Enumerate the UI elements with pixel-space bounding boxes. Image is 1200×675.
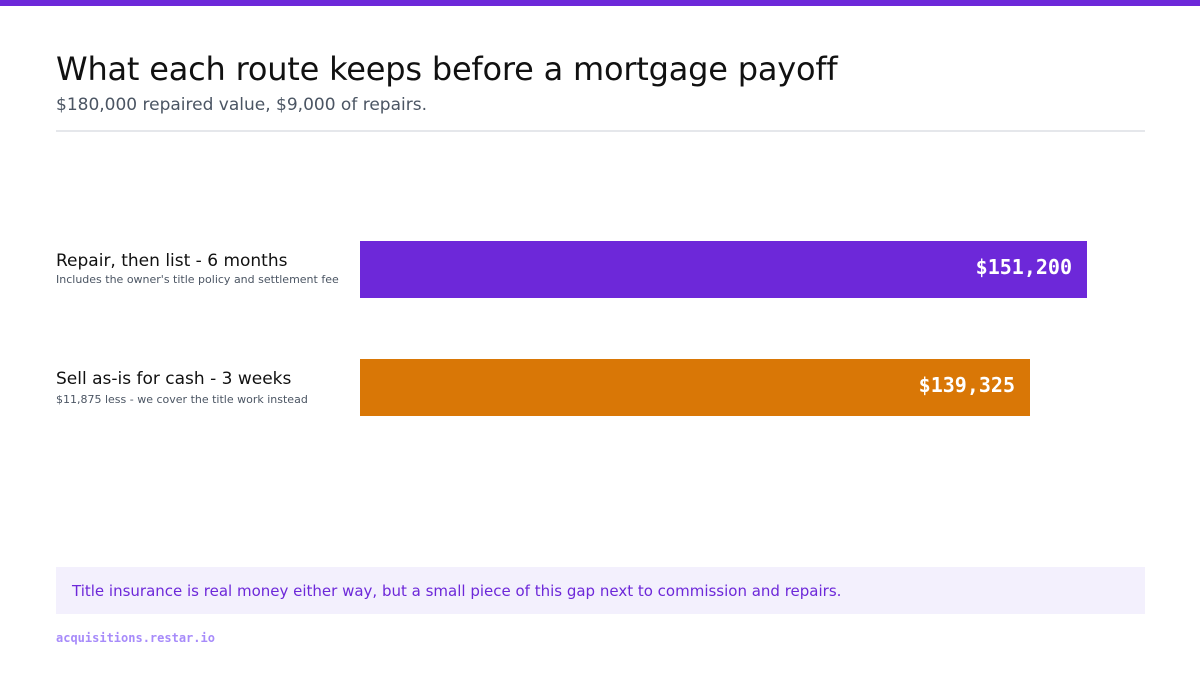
- header-divider: [56, 130, 1145, 132]
- callout-text: Title insurance is real money either way…: [72, 582, 842, 600]
- footer-domain: acquisitions.restar.io: [56, 631, 215, 645]
- category-label: Sell as-is for cash - 3 weeks: [56, 369, 292, 389]
- category-label: Repair, then list - 6 months: [56, 251, 288, 271]
- category-note: $11,875 less - we cover the title work i…: [56, 393, 308, 406]
- bar-value-label: $151,200: [975, 255, 1072, 279]
- category-note: Includes the owner's title policy and se…: [56, 273, 339, 286]
- row-label-as-is: Sell as-is for cash - 3 weeks $11,875 le…: [56, 368, 351, 408]
- page-title: What each route keeps before a mortgage …: [56, 50, 838, 88]
- callout-box: Title insurance is real money either way…: [56, 567, 1145, 614]
- row-label-repair: Repair, then list - 6 months Includes th…: [56, 250, 351, 288]
- bar-value-label: $139,325: [918, 373, 1015, 397]
- bar-sell-as-is: $139,325: [360, 359, 1030, 416]
- page-subtitle: $180,000 repaired value, $9,000 of repai…: [56, 95, 427, 115]
- bar-repair-then-list: $151,200: [360, 241, 1087, 298]
- top-accent-strip: [0, 0, 1200, 6]
